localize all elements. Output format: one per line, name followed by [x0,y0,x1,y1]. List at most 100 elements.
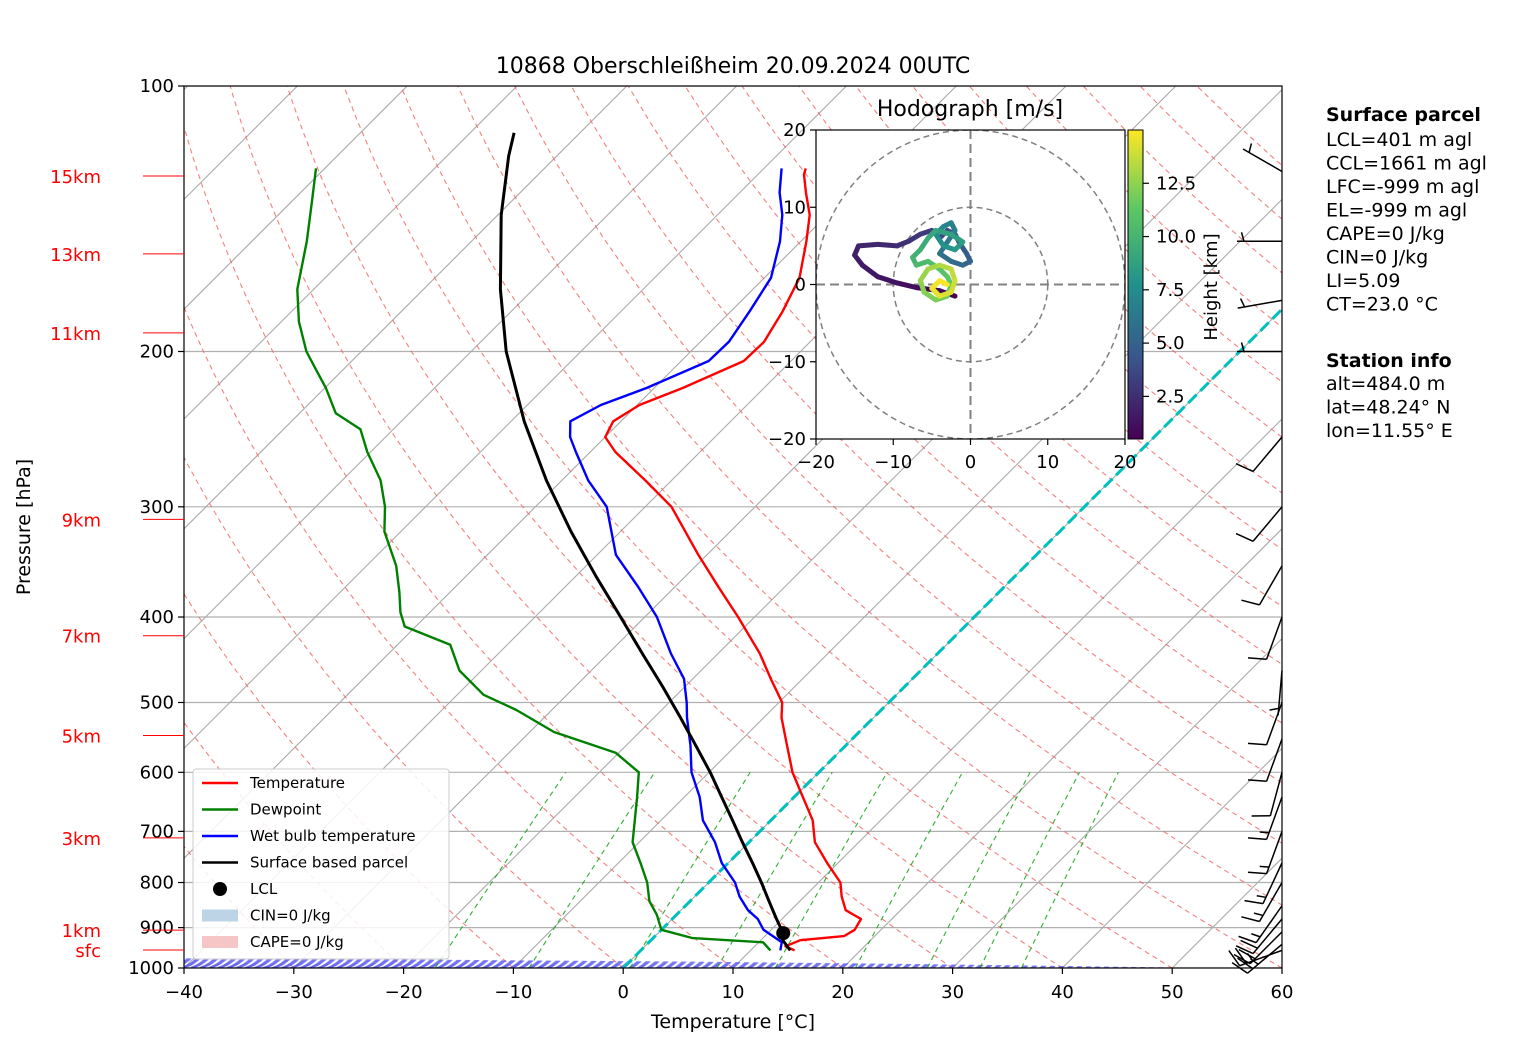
wind-barb-flag [1247,742,1267,746]
isotherm-line [952,637,1282,968]
mixing-ratio-line [629,772,751,968]
height-label: 3km [62,829,101,850]
wind-barb-half-flag [1250,958,1259,965]
wind-barb-flag [1241,916,1260,923]
isotherm-line [513,198,1282,968]
parcel-profile [498,132,792,952]
wind-barb-flag [1238,948,1256,960]
mixing-ratio-line [774,772,888,968]
wind-barb-flag [1247,779,1267,783]
moist-adiabat-line [184,961,898,968]
y-tick-label: 700 [140,821,174,842]
wind-barb-half-flag [1240,232,1245,242]
legend-label: Temperature [249,774,345,792]
wind-barb [1241,565,1283,606]
y-tick-label: 100 [140,76,174,97]
hodograph-y-tick-label: 10 [783,197,806,218]
hodograph-segment [933,227,954,237]
y-axis-ticks: 100 200 300 400 500 600 700 800 900 1000 [128,76,184,979]
isotherm-line [184,86,408,310]
wind-barb-staff [1277,670,1283,716]
y-tick-label: 600 [140,762,174,783]
hodograph-segment [875,241,900,249]
colorbar-tick-label: 7.5 [1156,280,1185,301]
legend-label: CAPE=0 J/kg [250,933,344,951]
wind-barb [1247,796,1283,841]
x-tick-label: −20 [385,982,423,1003]
x-tick-label: 30 [941,982,964,1003]
y-tick-label: 1000 [128,958,174,979]
x-tick-label: −10 [494,982,532,1003]
hodograph-segment [859,262,881,280]
wind-barb-staff [1269,772,1283,816]
wind-barb-staff [1239,949,1283,967]
isotherm-line [184,86,847,750]
legend-swatch-patch [202,936,238,948]
wind-barb-half-flag [1253,912,1264,917]
wind-barb-staff [1265,616,1283,660]
y-tick-label: 500 [140,692,174,713]
surface-parcel-line: CT=23.0 °C [1326,294,1438,316]
hodograph-segment [875,274,900,286]
wind-barb [1247,616,1283,661]
hodograph: Hodograph [m/s] −20−20 −10 −10 0 0 10 10 20 20 2… [768,97,1222,473]
x-tick-label: 10 [722,982,745,1003]
x-axis-ticks: −40 −30 −20 −10 0 10 20 30 40 50 60 [165,968,1293,1003]
wind-barb-flag [1247,657,1267,661]
y-tick-label: 200 [140,342,174,363]
x-axis-label: Temperature [°C] [650,1011,815,1033]
wind-barb-staff [1247,943,1283,974]
surface-parcel-heading: Surface parcel [1326,104,1481,126]
mixing-ratio-line [926,772,1031,968]
y-tick-label: 300 [140,497,174,518]
x-tick-label: 60 [1271,982,1294,1003]
height-label: 13km [50,245,101,266]
isotherm-line [184,86,628,530]
surface-parcel-line: LI=5.09 [1326,270,1400,292]
wind-barb-half-flag [1269,707,1279,711]
wind-barb-flag [1235,463,1254,473]
wind-barb [1247,831,1283,875]
height-label: 11km [50,324,101,345]
dry-adiabat-line [457,86,1282,906]
isotherm-line [732,418,1282,968]
zero-degree-isotherm [622,307,1282,968]
hodograph-segment [894,280,919,291]
wind-barb-half-flag [1239,298,1246,308]
legend-label: Dewpoint [250,801,321,819]
height-label: 7km [62,627,101,648]
y-tick-label: 800 [140,873,174,894]
dry-adiabat-line [229,86,953,968]
hodograph-segment [855,241,881,249]
height-label: 1km [62,921,101,942]
colorbar-tick-label: 10.0 [1156,227,1196,248]
isotherm-line [1062,747,1282,968]
wind-barb [1242,143,1283,173]
wind-barb-flag [1235,532,1254,542]
x-tick-label: −30 [275,982,313,1003]
colorbar-tick-label: 2.5 [1156,386,1185,407]
wind-barb-flag [1240,939,1258,949]
colorbar-tick-label: 5.0 [1156,333,1185,354]
x-tick-label: −40 [165,982,203,1003]
colorbar-label: Height [km] [1201,233,1222,340]
surface-parcel-line: CAPE=0 J/kg [1326,223,1445,245]
height-label: sfc [75,941,101,962]
wind-barb-half-flag [1259,865,1270,868]
mixing-ratio-line [854,772,963,968]
y-tick-label: 900 [140,918,174,939]
wind-barb-flag [1247,837,1267,841]
wind-barb-half-flag [1240,342,1245,352]
dry-adiabat-line [184,124,844,968]
hodograph-x-tick-label: 0 [965,452,976,473]
height-label: 9km [62,510,101,531]
hodograph-x-tick-label: 20 [1114,452,1137,473]
legend-swatch-patch [202,909,238,922]
legend-swatch-dot [213,882,227,896]
wind-barb-flag [1244,899,1264,905]
wind-barb [1269,670,1283,716]
